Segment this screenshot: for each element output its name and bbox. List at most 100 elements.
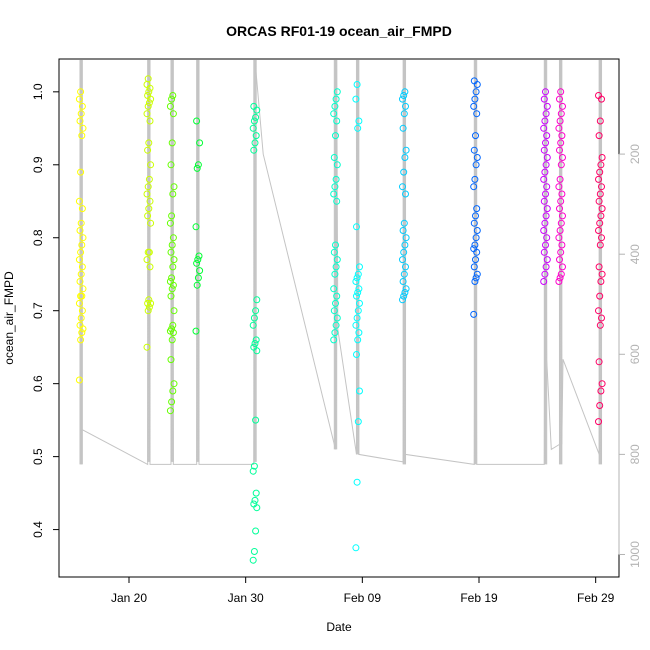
data-point-flight-9-15 — [470, 183, 478, 191]
data-point-flight-11-1 — [555, 278, 563, 285]
data-point-flight-9-20 — [472, 132, 479, 140]
data-point-flight-4-3 — [194, 274, 202, 282]
x-tick-label-3: Feb 09 — [344, 591, 382, 605]
data-point-flight-6-8 — [330, 285, 338, 293]
data-point-flight-8-18 — [402, 146, 410, 154]
data-point-flight-4-5 — [193, 259, 201, 267]
data-point-flight-2-4 — [147, 299, 155, 307]
pressure-track-line — [80, 59, 602, 466]
data-point-flight-11-24 — [557, 110, 565, 118]
data-point-flight-1-8 — [75, 299, 83, 307]
data-point-flight-11-22 — [555, 124, 563, 132]
data-point-flight-3-18 — [170, 256, 178, 264]
data-point-flight-12-2 — [596, 402, 604, 409]
data-point-flight-5-3 — [252, 527, 260, 535]
data-point-flight-6-23 — [331, 102, 339, 110]
data-point-flight-10-26 — [540, 95, 548, 103]
data-point-flight-3-25 — [170, 183, 178, 191]
data-point-flight-5-6 — [251, 496, 259, 504]
data-point-flight-4-4 — [196, 267, 204, 275]
data-point-flight-2-13 — [145, 205, 153, 213]
data-point-flight-11-4 — [559, 263, 566, 271]
data-point-flight-6-18 — [333, 161, 341, 169]
data-point-flight-11-19 — [556, 146, 563, 154]
data-point-flight-8-16 — [400, 168, 408, 176]
pressure-track — [79, 59, 603, 466]
data-point-flight-6-24 — [332, 95, 340, 103]
data-point-flight-6-6 — [332, 299, 339, 307]
data-point-flight-11-17 — [557, 161, 565, 169]
data-point-flight-10-11 — [543, 205, 551, 213]
y-tick-label-2: 0.5 — [31, 448, 45, 465]
data-point-flight-12-7 — [598, 314, 605, 322]
data-point-flight-2-5 — [144, 299, 152, 307]
data-point-flight-9-24 — [472, 88, 480, 96]
data-point-flight-5-14 — [252, 336, 260, 344]
data-point-flight-5-13 — [251, 340, 259, 347]
data-point-flight-2-6 — [145, 296, 153, 304]
data-point-flight-3-1 — [166, 407, 174, 415]
data-point-flight-9-2 — [471, 278, 479, 285]
data-point-flight-12-13 — [596, 241, 604, 249]
data-point-flight-8-12 — [399, 227, 407, 234]
data-point-flight-3-3 — [169, 387, 177, 395]
y-axis-label: ocean_air_FMPD — [2, 271, 16, 365]
data-point-flight-11-2 — [556, 274, 564, 282]
y2-tick-label-3: 600 — [628, 344, 642, 364]
data-point-flight-1-5 — [76, 321, 84, 329]
data-point-flight-8-10 — [401, 241, 409, 249]
data-point-flight-11-21 — [558, 132, 566, 140]
data-point-flight-7-21 — [355, 117, 363, 125]
data-point-flight-9-17 — [472, 161, 480, 169]
data-point-flight-6-15 — [330, 190, 338, 198]
data-point-flight-9-10 — [472, 234, 480, 242]
data-point-flight-2-16 — [144, 183, 152, 191]
data-point-flight-9-4 — [473, 270, 481, 278]
data-point-flight-5-17 — [252, 307, 260, 315]
data-point-flight-3-5 — [167, 356, 175, 364]
data-point-flight-5-16 — [250, 314, 258, 322]
data-point-flight-11-10 — [557, 219, 565, 227]
data-point-flight-9-21 — [473, 110, 481, 118]
data-point-flight-1-28 — [78, 102, 86, 110]
data-point-flight-3-6 — [168, 336, 176, 344]
data-point-flight-1-15 — [75, 256, 83, 264]
data-point-flight-7-17 — [354, 270, 362, 278]
data-point-flight-11-23 — [556, 117, 564, 125]
data-point-flight-10-19 — [540, 146, 548, 154]
data-point-flight-11-20 — [557, 139, 565, 147]
data-point-flight-2-1 — [143, 343, 151, 351]
data-point-flight-7-1 — [352, 544, 360, 552]
data-point-flight-1-13 — [77, 270, 85, 278]
data-point-flight-2-2 — [144, 307, 152, 315]
data-point-flight-10-6 — [542, 241, 549, 249]
data-point-flight-1-16 — [77, 248, 85, 256]
data-point-flight-8-14 — [402, 190, 409, 198]
data-point-flight-1-19 — [76, 227, 84, 234]
data-point-flight-3-16 — [168, 274, 176, 282]
y-tick-label-6: 0.9 — [31, 156, 45, 173]
data-point-flight-7-9 — [353, 314, 361, 322]
data-point-flight-9-8 — [470, 245, 478, 253]
data-point-flight-4-1 — [192, 327, 200, 335]
data-point-flight-11-15 — [555, 183, 563, 191]
data-point-flight-1-14 — [78, 263, 86, 271]
data-point-flight-4-8 — [192, 223, 200, 231]
data-point-flight-6-5 — [330, 307, 338, 315]
y-axis: 0.4 0.5 0.6 0.7 0.8 0.9 1.0 — [31, 83, 60, 538]
data-point-flight-12-6 — [596, 321, 604, 329]
data-point-flight-10-7 — [543, 234, 551, 242]
data-point-flight-4-11 — [196, 139, 204, 147]
data-point-flight-6-25 — [333, 88, 341, 96]
data-point-flight-10-8 — [540, 227, 548, 234]
data-point-flight-5-19 — [250, 146, 258, 154]
data-point-flight-2-12 — [144, 212, 152, 220]
data-point-flight-4-9 — [193, 164, 201, 172]
data-point-flight-1-2 — [77, 336, 85, 344]
data-point-flight-9-13 — [472, 212, 479, 220]
data-point-flight-3-11 — [170, 307, 178, 315]
data-point-flight-5-5 — [250, 500, 258, 508]
data-point-flight-8-13 — [400, 219, 408, 227]
data-point-flight-7-2 — [353, 478, 361, 486]
data-point-flight-2-26 — [144, 92, 152, 99]
